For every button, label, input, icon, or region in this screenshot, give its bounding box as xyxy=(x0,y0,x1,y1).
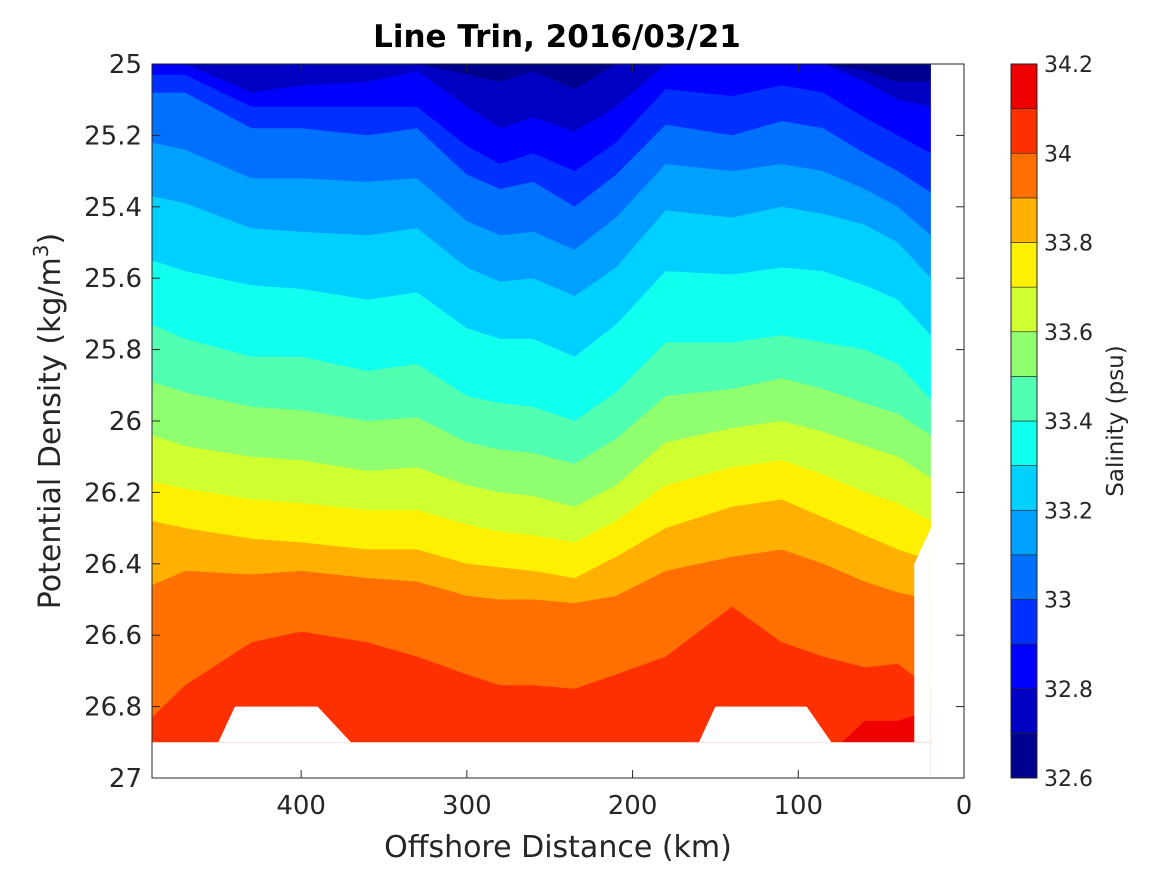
colorbar-tick-label: 33.8 xyxy=(1044,232,1093,257)
y-tick-label: 26.8 xyxy=(84,693,142,723)
colorbar-swatch xyxy=(1010,152,1038,199)
y-tick-label: 26 xyxy=(109,407,142,437)
x-tick-label: 200 xyxy=(608,791,658,821)
colorbar-tick-label: 32.8 xyxy=(1044,678,1093,703)
colorbar-tick-label: 33.6 xyxy=(1044,321,1093,346)
chart-title: Line Trin, 2016/03/21 xyxy=(373,19,741,55)
colorbar-swatch xyxy=(1010,643,1038,690)
y-tick-label: 25.6 xyxy=(84,264,142,294)
y-tick-label: 26.2 xyxy=(84,478,142,508)
colorbar: 34.2 34 33.8 33.6 33.4 33.2 33 32.8 32.6 xyxy=(1010,53,1093,792)
colorbar-swatch xyxy=(1010,242,1038,288)
colorbar-swatch xyxy=(1010,376,1038,422)
colorbar-swatch xyxy=(1010,465,1038,511)
x-axis-label: Offshore Distance (km) xyxy=(384,830,732,865)
y-tick-label: 25.4 xyxy=(84,193,142,223)
colorbar-swatch xyxy=(1010,733,1038,779)
colorbar-label: Salinity (psu) xyxy=(1103,345,1129,497)
no-data-mask xyxy=(152,64,964,778)
colorbar-swatch xyxy=(1010,286,1038,333)
colorbar-tick-label: 33 xyxy=(1044,589,1072,614)
y-axis-label-close: ) xyxy=(33,233,68,245)
colorbar-frame xyxy=(1010,63,1038,779)
x-tick-label: 300 xyxy=(442,791,492,821)
y-tick-label: 25.2 xyxy=(84,121,142,151)
y-axis-label-superscript: 3 xyxy=(29,244,53,257)
x-tick-label: 400 xyxy=(276,791,326,821)
blank-region-2 xyxy=(698,706,832,743)
y-axis-label: Potential Density (kg/m3) xyxy=(29,233,68,609)
colorbar-swatch xyxy=(1010,688,1038,734)
x-axis: 400 300 200 100 0 xyxy=(276,64,972,821)
colorbar-tick-label: 34 xyxy=(1044,142,1072,167)
y-tick-label: 25 xyxy=(109,50,142,80)
colorbar-swatch xyxy=(1010,331,1038,377)
colorbar-swatch xyxy=(1010,420,1038,466)
contour-fill-layers xyxy=(152,64,964,779)
blank-region-3 xyxy=(914,528,931,743)
y-tick-label: 27 xyxy=(109,764,142,794)
blank-region-4 xyxy=(930,64,964,778)
x-tick-label: 100 xyxy=(773,791,823,821)
y-axis-label-main: Potential Density (kg/m xyxy=(33,257,68,609)
colorbar-swatch xyxy=(1010,509,1038,556)
y-tick-label: 25.8 xyxy=(84,336,142,366)
colorbar-tick-label: 33.2 xyxy=(1044,499,1093,524)
colorbar-swatch xyxy=(1010,599,1038,645)
x-tick-label: 0 xyxy=(956,791,973,821)
y-tick-label: 26.4 xyxy=(84,550,142,580)
y-tick-label: 26.6 xyxy=(84,621,142,651)
colorbar-swatch xyxy=(1010,63,1038,109)
plot-area xyxy=(151,63,965,779)
colorbar-swatch xyxy=(1010,554,1038,600)
blank-region-0 xyxy=(152,742,931,778)
colorbar-swatch xyxy=(1010,197,1038,243)
colorbar-tick-label: 34.2 xyxy=(1044,53,1093,78)
y-axis: 25 25.2 25.4 25.6 25.8 26 26.2 26.4 26.6 26.8 27 xyxy=(84,50,964,794)
blank-region-1 xyxy=(218,706,351,743)
colorbar-tick-label: 32.6 xyxy=(1044,767,1093,792)
colorbar-tick-label: 33.4 xyxy=(1044,410,1093,435)
colorbar-swatch xyxy=(1010,108,1038,154)
